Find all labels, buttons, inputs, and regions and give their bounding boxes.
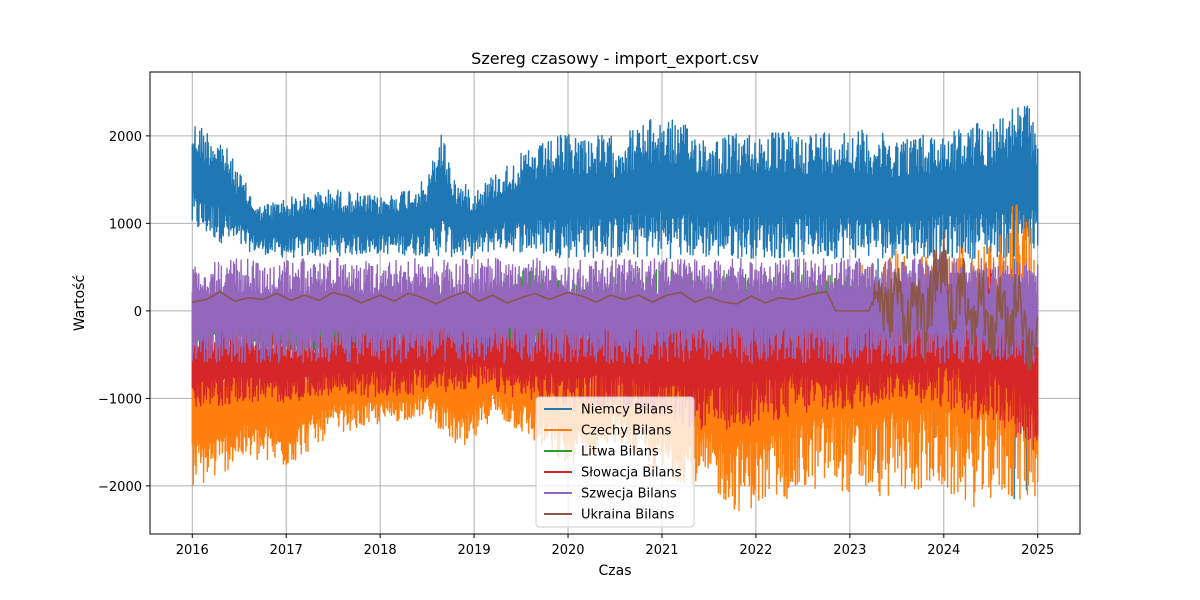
legend-label: Ukraina Bilans (581, 508, 675, 523)
legend-box (535, 396, 695, 528)
y-tick-label: −2000 (98, 480, 142, 495)
x-tick-label: 2024 (927, 543, 960, 558)
x-tick-label: 2019 (458, 543, 491, 558)
legend-label: Czechy Bilans (581, 424, 671, 439)
y-tick-label: 0 (134, 305, 142, 320)
legend-label: Litwa Bilans (581, 445, 659, 460)
x-tick-label: 2016 (176, 543, 209, 558)
y-tick-label: −1000 (98, 392, 142, 407)
legend: Niemcy Bilans Czechy Bilans Litwa Bilans Sł… (535, 396, 695, 528)
x-tick-label: 2025 (1021, 543, 1054, 558)
plot-frame (149, 71, 1081, 535)
y-tick-label: 1000 (109, 217, 142, 232)
x-tick-label: 2023 (833, 543, 866, 558)
legend-label: Słowacja Bilans (581, 466, 682, 481)
x-tick-label: 2022 (739, 543, 772, 558)
chart-title: Szereg czasowy - import_export.csv (471, 49, 759, 69)
series-line-6 (192, 231, 1039, 371)
x-tick-label: 2017 (270, 543, 303, 558)
axis-ticks: 2016 2017 2018 2019 2020 2021 2022 2023 2024 2025… (98, 130, 1054, 558)
y-axis-label: Wartość (72, 275, 88, 331)
x-tick-label: 2018 (364, 543, 397, 558)
legend-label: Niemcy Bilans (581, 403, 673, 418)
x-axis-label: Czas (599, 563, 632, 579)
x-tick-label: 2021 (645, 543, 678, 558)
legend-label: Szwecja Bilans (581, 487, 677, 502)
x-tick-label: 2020 (551, 543, 584, 558)
series-layer (191, 105, 1039, 512)
y-tick-label: 2000 (109, 130, 142, 145)
